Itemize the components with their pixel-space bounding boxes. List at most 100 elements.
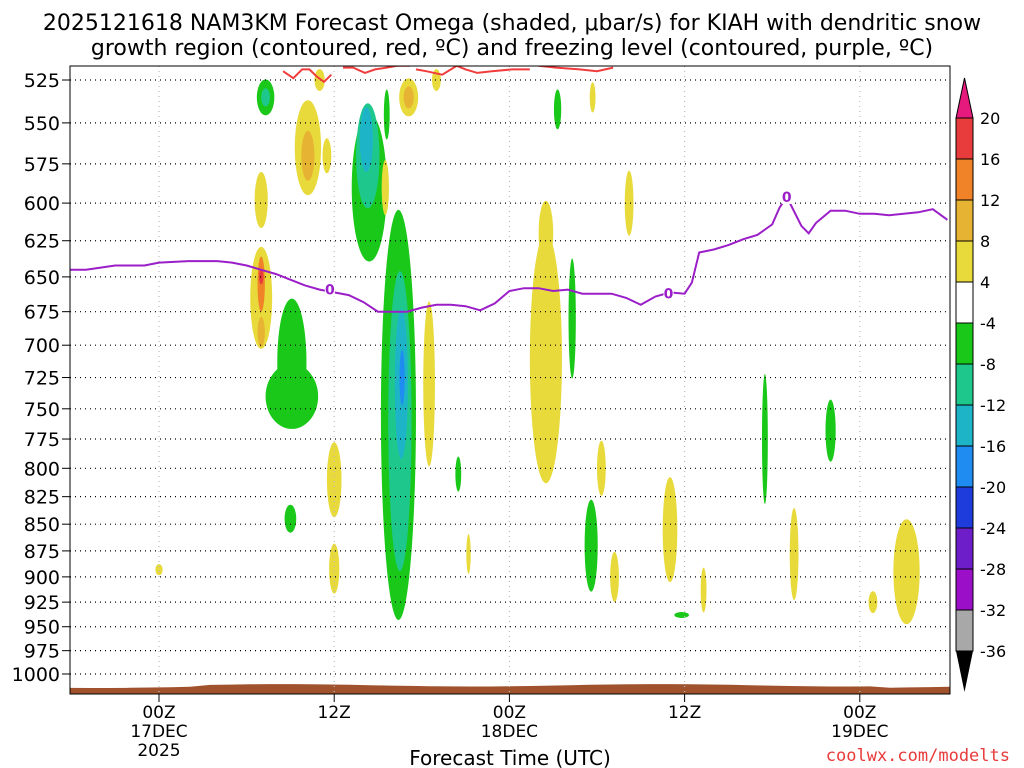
colorbar-label: 20 xyxy=(980,109,1000,128)
colorbar-label: -24 xyxy=(980,519,1006,538)
freezing-level-label-bg xyxy=(781,188,792,204)
dgz-contour-segment xyxy=(538,66,614,73)
colorbar-label: -20 xyxy=(980,478,1006,497)
y-tick-label: 825 xyxy=(24,487,60,509)
omega-region xyxy=(265,363,319,429)
x-tick-label: 12Z xyxy=(668,703,701,723)
omega-region xyxy=(624,170,634,236)
omega-region xyxy=(589,82,596,113)
omega-region xyxy=(399,350,405,406)
freezing-level-label: 0 xyxy=(664,287,674,303)
colorbar-label: 8 xyxy=(980,232,990,251)
colorbar-top-arrow xyxy=(955,77,974,119)
omega-region xyxy=(261,88,270,107)
omega-region xyxy=(326,442,342,518)
x-tick-date: 17DEC xyxy=(130,722,187,742)
omega-region xyxy=(538,200,554,266)
omega-region xyxy=(466,534,471,575)
colorbar-label: 16 xyxy=(980,150,1000,169)
y-tick-label: 775 xyxy=(24,429,60,451)
omega-region xyxy=(329,543,340,594)
chart-title-line2: growth region (contoured, red, ºC) and f… xyxy=(91,36,933,61)
colorbar-swatch xyxy=(955,527,974,570)
omega-region xyxy=(553,89,562,130)
colorbar-swatch xyxy=(955,322,974,365)
omega-region xyxy=(314,69,325,91)
x-axis-title: Forecast Time (UTC) xyxy=(409,746,611,768)
y-tick-label: 950 xyxy=(24,617,60,639)
y-tick-label: 575 xyxy=(24,154,60,176)
omega-region xyxy=(383,89,390,140)
plot-area: 0 0 0 xyxy=(70,66,950,694)
y-tick-label: 650 xyxy=(24,267,60,289)
colorbar-label: -36 xyxy=(980,642,1006,661)
y-axis: 525 550 575 600 625 650 675 700 725 750 775 800 825 8… xyxy=(12,70,70,686)
y-tick-label: 525 xyxy=(24,70,60,92)
x-tick-label: 12Z xyxy=(318,703,351,723)
y-tick-label: 625 xyxy=(24,231,60,253)
y-tick-label: 800 xyxy=(24,458,60,480)
colorbar-swatch xyxy=(955,404,974,447)
y-tick-label: 750 xyxy=(24,399,60,421)
colorbar-swatch xyxy=(955,117,974,160)
colorbar-label: -8 xyxy=(980,355,996,374)
colorbar-bottom-arrow xyxy=(956,651,973,692)
y-tick-label: 1000 xyxy=(12,664,60,686)
y-tick-label: 600 xyxy=(24,193,60,215)
grid xyxy=(70,66,950,694)
colorbar-label: -32 xyxy=(980,601,1006,620)
dendritic-growth-contour xyxy=(282,66,614,84)
ground-fill xyxy=(70,684,950,694)
x-tick-date: 18DEC xyxy=(481,722,538,742)
colorbar-label: -12 xyxy=(980,396,1006,415)
colorbar-swatch xyxy=(955,240,974,283)
freezing-level-line xyxy=(70,194,948,313)
omega-region xyxy=(322,138,332,174)
omega-region xyxy=(789,508,799,601)
y-tick-label: 875 xyxy=(24,541,60,563)
colorbar-label: -4 xyxy=(980,314,996,333)
colorbar-swatch xyxy=(955,568,974,611)
colorbar-swatch xyxy=(955,199,974,242)
x-tick-label: 00Z xyxy=(493,703,526,723)
omega-shading xyxy=(155,69,920,625)
omega-region xyxy=(403,86,414,109)
ground-surface xyxy=(70,684,950,694)
y-tick-label: 550 xyxy=(24,113,60,135)
omega-region xyxy=(610,551,619,602)
y-tick-label: 900 xyxy=(24,567,60,589)
omega-region xyxy=(529,233,562,484)
omega-region xyxy=(662,477,678,583)
colorbar-legend: 20 16 12 8 4 -4 -8 -12 -16 -20 -24 -28 -32 -36 xyxy=(955,77,1006,692)
omega-region xyxy=(868,591,878,614)
dgz-contour-segment xyxy=(282,68,332,84)
omega-region xyxy=(155,564,163,576)
omega-region xyxy=(254,172,268,229)
omega-region xyxy=(761,374,768,505)
colorbar-label: -16 xyxy=(980,437,1006,456)
dgz-contour-segment xyxy=(415,66,530,76)
colorbar-swatch xyxy=(955,609,974,652)
omega-region xyxy=(257,316,265,347)
colorbar-label: 12 xyxy=(980,191,1000,210)
colorbar-swatch xyxy=(955,281,974,324)
omega-region xyxy=(381,160,389,216)
y-tick-label: 925 xyxy=(24,592,60,614)
freezing-level-label: 0 xyxy=(782,190,792,206)
omega-region xyxy=(825,399,836,462)
colorbar-swatch xyxy=(955,445,974,488)
x-tick-date: 19DEC xyxy=(831,722,888,742)
dgz-contour-segment xyxy=(343,66,411,74)
colorbar-swatch xyxy=(955,158,974,201)
omega-region xyxy=(584,499,598,592)
freezing-level-label-bg xyxy=(663,285,674,301)
omega-region xyxy=(568,258,576,379)
watermark: coolwx.com/modelts xyxy=(826,746,1010,766)
omega-region xyxy=(423,301,435,467)
freezing-level-label: 0 xyxy=(325,283,335,299)
freezing-level-label-bg xyxy=(324,281,335,297)
x-tick-label: 00Z xyxy=(142,703,175,723)
colorbar-label: 4 xyxy=(980,273,990,292)
omega-region xyxy=(301,130,315,181)
